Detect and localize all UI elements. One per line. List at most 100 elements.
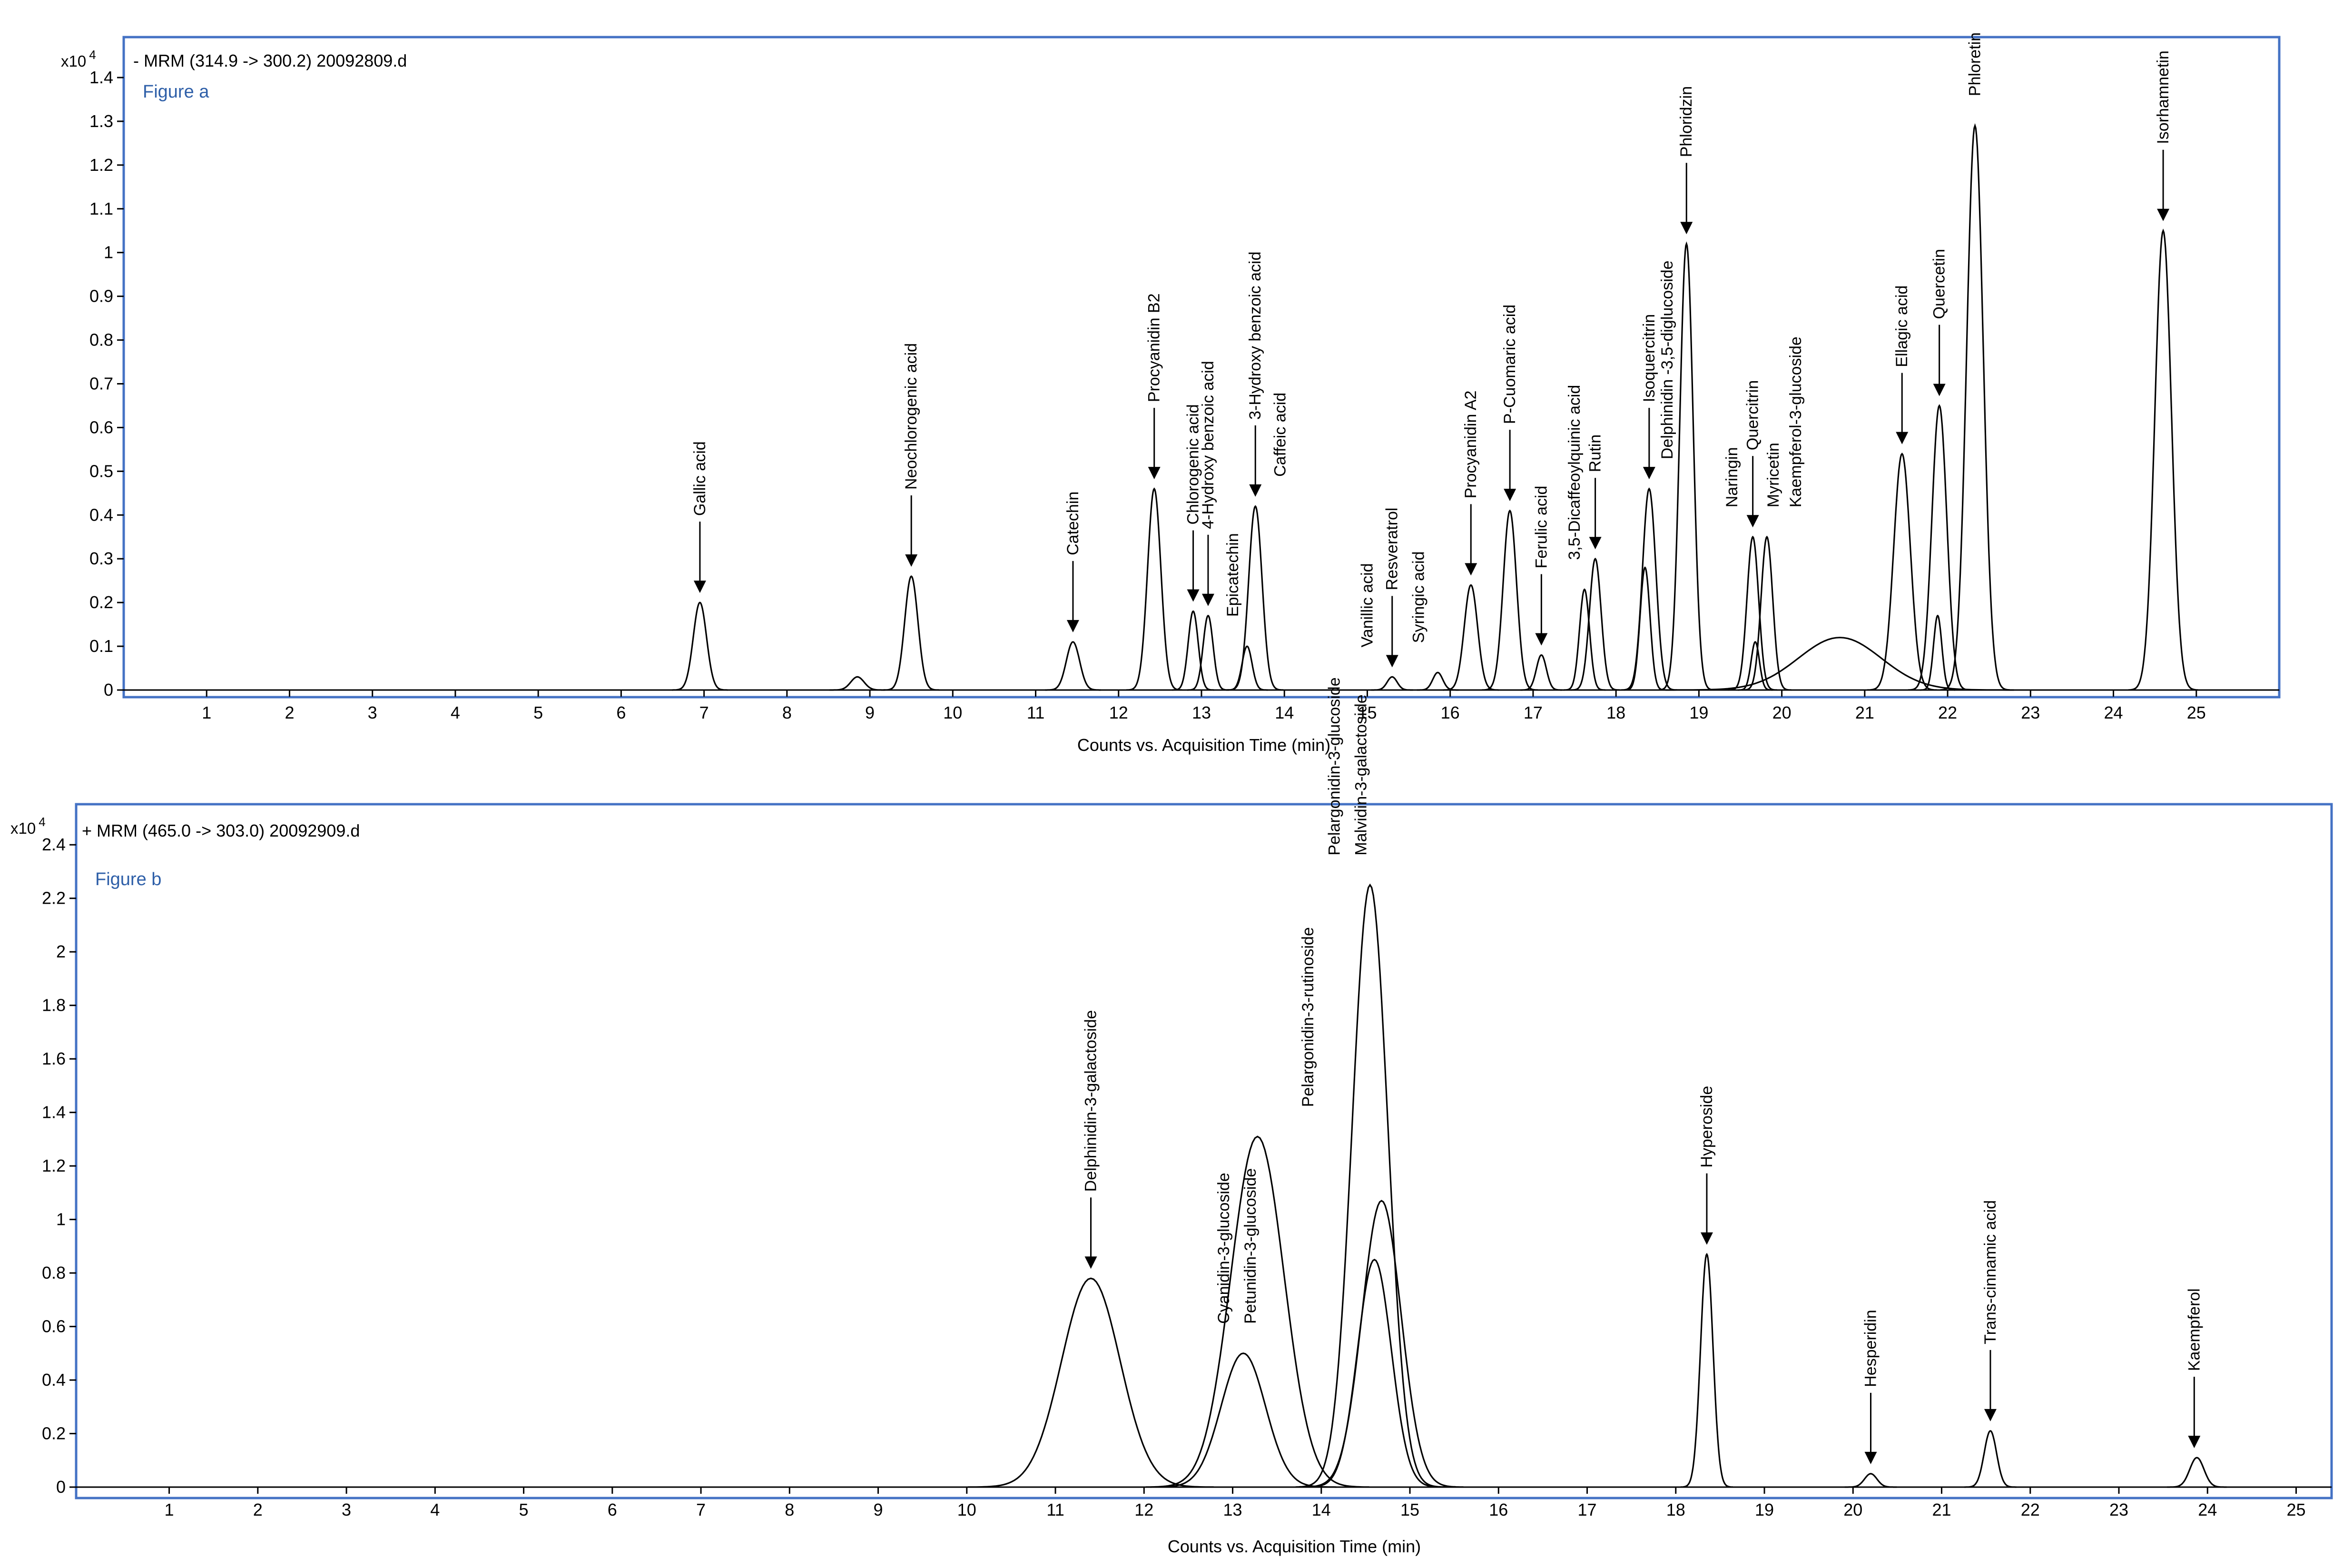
- annotation-arrowhead: [1746, 515, 1759, 528]
- annotation-arrowhead: [1465, 563, 1477, 576]
- x-tick-label: 6: [608, 1500, 617, 1519]
- x-tick-label: 1: [165, 1500, 174, 1519]
- peak-annotation-label: Isoquercitrin: [1640, 314, 1658, 402]
- x-tick-label: 19: [1755, 1500, 1774, 1519]
- panel-b-exponent-power: 4: [39, 815, 45, 829]
- annotation-arrowhead: [1896, 432, 1909, 444]
- chromatogram-peak: [968, 1277, 1214, 1488]
- annotation-arrowhead: [1187, 589, 1200, 602]
- annotation-arrowhead: [693, 581, 706, 593]
- peak-annotation-label: Caffeic acid: [1271, 393, 1290, 477]
- panel-b-exponent: x10 4: [10, 815, 46, 837]
- peak-annotation-label: Quercetin: [1930, 249, 1949, 319]
- chromatogram-peak: [1045, 641, 1101, 691]
- peak-annotation-label: Ellagic acid: [1893, 286, 1911, 367]
- x-tick-label: 4: [451, 703, 460, 722]
- x-tick-label: 11: [1027, 703, 1044, 722]
- panel-a: - MRM (314.9 -> 300.2) 20092809.d Figure…: [61, 32, 2281, 755]
- y-tick-label: 1.2: [89, 155, 113, 175]
- peak-annotation-label: Isorhamnetin: [2154, 50, 2172, 144]
- chromatogram-peak: [1564, 588, 1605, 691]
- chromatogram-peak: [1665, 637, 2014, 691]
- y-tick-label: 0.7: [89, 374, 113, 393]
- x-tick-label: 18: [1606, 703, 1625, 722]
- peak-annotation-label: P-Cuomaric acid: [1501, 305, 1519, 424]
- chromatogram-peak: [1964, 1430, 2017, 1488]
- x-tick-label: 9: [865, 703, 875, 722]
- x-tick-label: 24: [2104, 703, 2123, 722]
- peak-annotation-label: Hesperidin: [1862, 1310, 1880, 1387]
- chromatogram-peak: [1681, 1252, 1733, 1488]
- annotation-arrowhead: [1386, 655, 1398, 668]
- y-tick-label: 1.4: [89, 68, 113, 87]
- x-tick-label: 16: [1489, 1500, 1508, 1519]
- peak-annotation-label: Malvidin-3-galactoside: [1352, 694, 1370, 855]
- y-tick-label: 2: [56, 942, 66, 961]
- annotation-arrowhead: [1084, 1256, 1097, 1269]
- y-tick-label: 0.6: [89, 417, 113, 437]
- peak-annotation-label: Naringin: [1723, 447, 1741, 508]
- y-tick-label: 1.3: [89, 111, 113, 131]
- x-tick-label: 15: [1358, 703, 1377, 722]
- y-tick-label: 1: [104, 243, 113, 262]
- chromatogram-peak: [1145, 1135, 1369, 1488]
- x-tick-label: 21: [1932, 1500, 1951, 1519]
- x-tick-label: 25: [2286, 1500, 2305, 1519]
- x-tick-label: 17: [1524, 703, 1543, 722]
- x-tick-label: 8: [785, 1500, 794, 1519]
- chromatogram-peak: [1126, 487, 1182, 691]
- y-tick-label: 2.2: [42, 888, 66, 908]
- x-tick-label: 4: [430, 1500, 440, 1519]
- y-tick-label: 1: [56, 1210, 66, 1229]
- y-tick-label: 1.8: [42, 996, 66, 1015]
- peak-annotation-label: Pelargonidin-3-glucoside: [1326, 677, 1344, 855]
- peak-annotation-label: Gallic acid: [691, 441, 709, 516]
- x-tick-label: 21: [1855, 703, 1874, 722]
- peak-annotation-label: 4-Hydroxy benzoic acid: [1199, 361, 1217, 529]
- y-tick-label: 0.8: [89, 330, 113, 350]
- y-tick-label: 0.3: [89, 549, 113, 568]
- x-tick-label: 22: [2021, 1500, 2040, 1519]
- chromatogram-peak: [1150, 1352, 1337, 1488]
- y-tick-label: 1.4: [42, 1103, 66, 1122]
- x-tick-label: 10: [943, 703, 962, 722]
- x-tick-label: 15: [1400, 1500, 1419, 1519]
- panel-a-frame: [122, 36, 2281, 699]
- x-tick-label: 3: [368, 703, 377, 722]
- x-tick-label: 7: [696, 1500, 706, 1519]
- chromatogram-peak: [1443, 584, 1499, 691]
- peak-annotation-label: Hyperoside: [1698, 1086, 1716, 1168]
- panel-b-frame: [75, 803, 2333, 1499]
- y-tick-label: 0: [104, 680, 113, 700]
- x-tick-label: 20: [1772, 703, 1792, 722]
- chromatogram-peak: [672, 602, 728, 691]
- x-tick-label: 12: [1134, 1500, 1153, 1519]
- panel-b-header: + MRM (465.0 -> 303.0) 20092909.d: [82, 821, 360, 840]
- annotation-arrowhead: [1201, 593, 1214, 606]
- panel-b-xlabel: Counts vs. Acquisition Time (min): [1168, 1537, 1421, 1556]
- y-tick-label: 0.4: [42, 1370, 66, 1390]
- panel-b: + MRM (465.0 -> 303.0) 20092909.d Figure…: [10, 677, 2333, 1556]
- chromatogram-peak: [2167, 1457, 2227, 1488]
- peak-annotation-label: Trans-cinnamic acid: [1981, 1200, 1999, 1344]
- peak-annotation-label: Syringic acid: [1409, 551, 1427, 643]
- annotation-arrowhead: [1066, 620, 1079, 632]
- chromatogram-peak: [1742, 535, 1792, 691]
- y-tick-label: 2.4: [42, 835, 66, 854]
- y-tick-label: 0.1: [89, 636, 113, 656]
- x-tick-label: 7: [699, 703, 709, 722]
- peak-annotation-label: Vanillic acid: [1358, 563, 1376, 647]
- chromatogram-peak: [1295, 883, 1445, 1488]
- x-tick-label: 14: [1275, 703, 1294, 722]
- y-tick-label: 0.5: [89, 461, 113, 481]
- x-tick-label: 23: [2109, 1500, 2128, 1519]
- chromatogram-peak: [1417, 671, 1459, 691]
- peak-annotation-label: Resveratrol: [1383, 508, 1401, 591]
- peak-annotation-label: Petunidin-3-glucoside: [1241, 1168, 1260, 1324]
- peak-annotation-label: Myricetin: [1764, 443, 1782, 507]
- peak-annotation-label: Chlorogenic acid: [1184, 404, 1202, 524]
- annotation-arrowhead: [2157, 208, 2170, 221]
- x-tick-label: 3: [342, 1500, 351, 1519]
- peak-annotation-label: Ferulic acid: [1532, 486, 1550, 569]
- y-tick-label: 0.2: [89, 592, 113, 612]
